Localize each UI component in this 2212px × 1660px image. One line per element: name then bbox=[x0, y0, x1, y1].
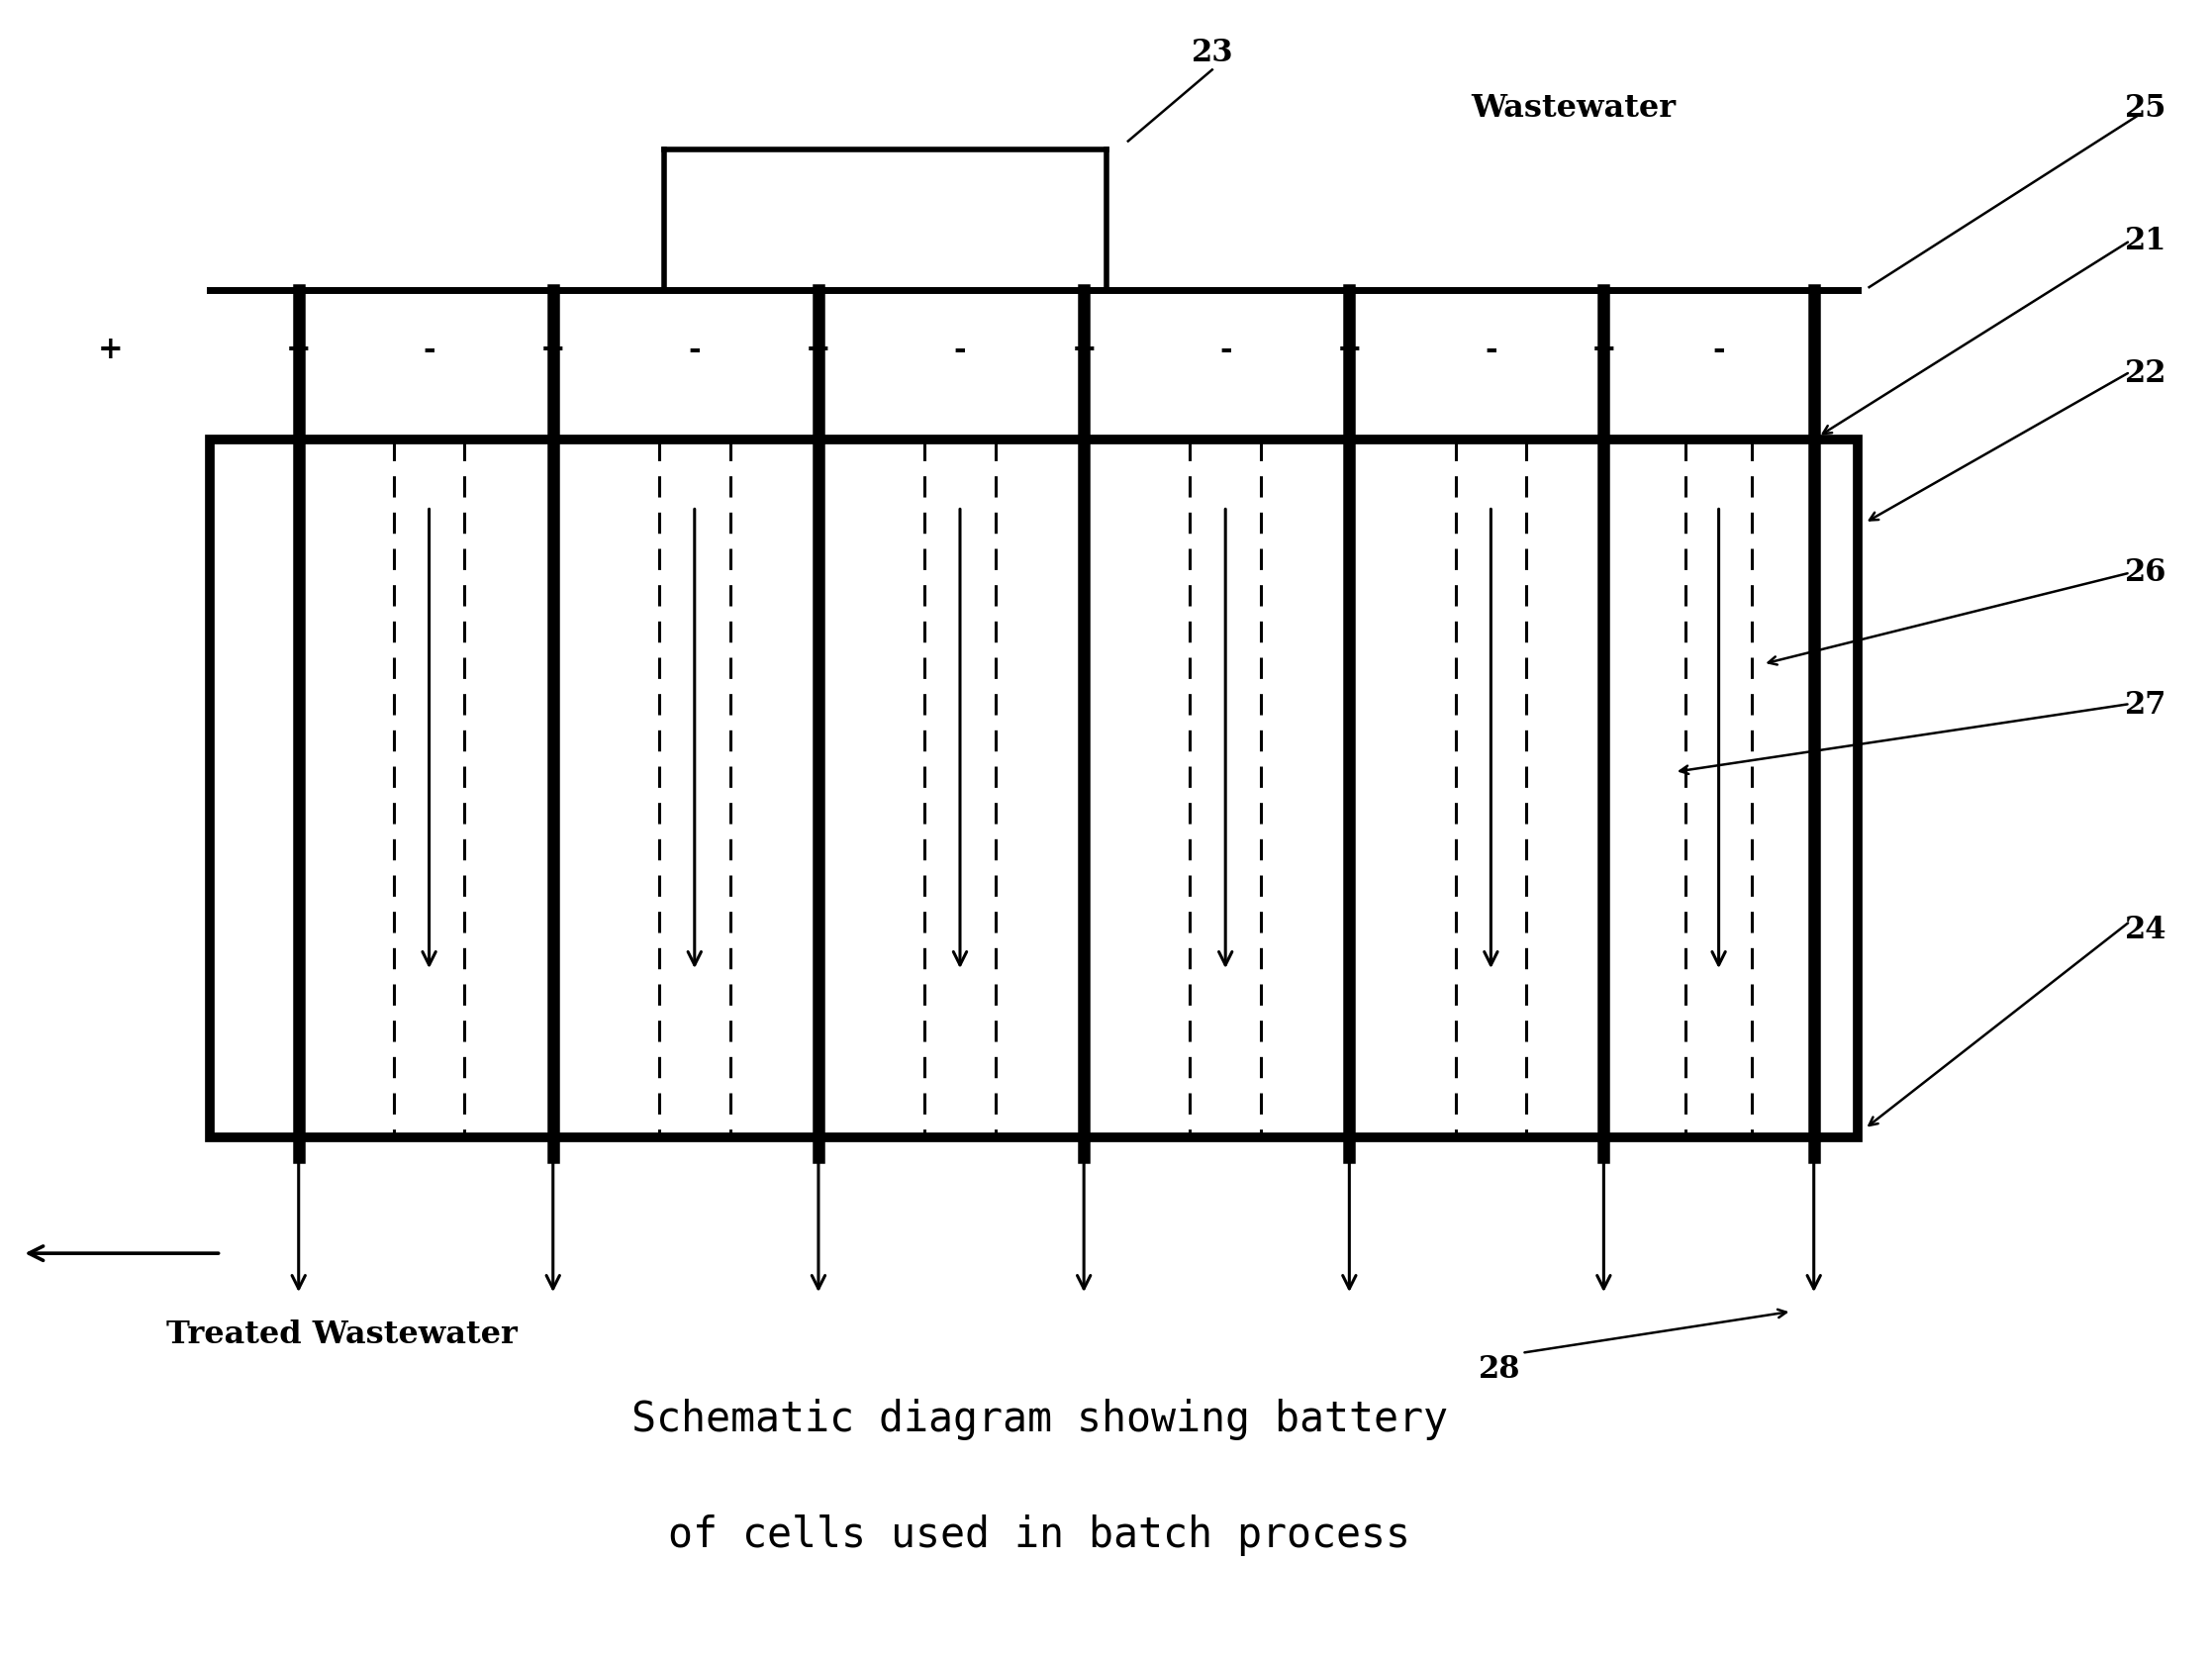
Text: 28: 28 bbox=[1478, 1355, 1522, 1384]
Text: +: + bbox=[285, 335, 312, 365]
Text: 27: 27 bbox=[2126, 691, 2166, 720]
Text: +: + bbox=[97, 335, 124, 365]
Text: Wastewater: Wastewater bbox=[1471, 93, 1677, 123]
Text: +: + bbox=[1071, 335, 1097, 365]
Text: of cells used in batch process: of cells used in batch process bbox=[668, 1514, 1411, 1557]
Text: -: - bbox=[688, 335, 701, 365]
Text: Treated Wastewater: Treated Wastewater bbox=[166, 1320, 518, 1350]
Text: -: - bbox=[1219, 335, 1232, 365]
Bar bbox=[210, 440, 1858, 1137]
Text: 26: 26 bbox=[2126, 558, 2166, 588]
Text: 25: 25 bbox=[2126, 93, 2166, 123]
Text: -: - bbox=[422, 335, 436, 365]
Text: 22: 22 bbox=[2124, 359, 2168, 388]
Text: Schematic diagram showing battery: Schematic diagram showing battery bbox=[630, 1398, 1449, 1441]
Text: +: + bbox=[540, 335, 566, 365]
Text: -: - bbox=[1484, 335, 1498, 365]
Text: +: + bbox=[1336, 335, 1363, 365]
Text: -: - bbox=[1712, 335, 1725, 365]
Text: -: - bbox=[1807, 335, 1820, 365]
Text: +: + bbox=[805, 335, 832, 365]
Text: +: + bbox=[1590, 335, 1617, 365]
Text: 24: 24 bbox=[2124, 915, 2168, 945]
Text: 23: 23 bbox=[1190, 38, 1234, 68]
Text: -: - bbox=[953, 335, 967, 365]
Text: 21: 21 bbox=[2126, 226, 2166, 256]
